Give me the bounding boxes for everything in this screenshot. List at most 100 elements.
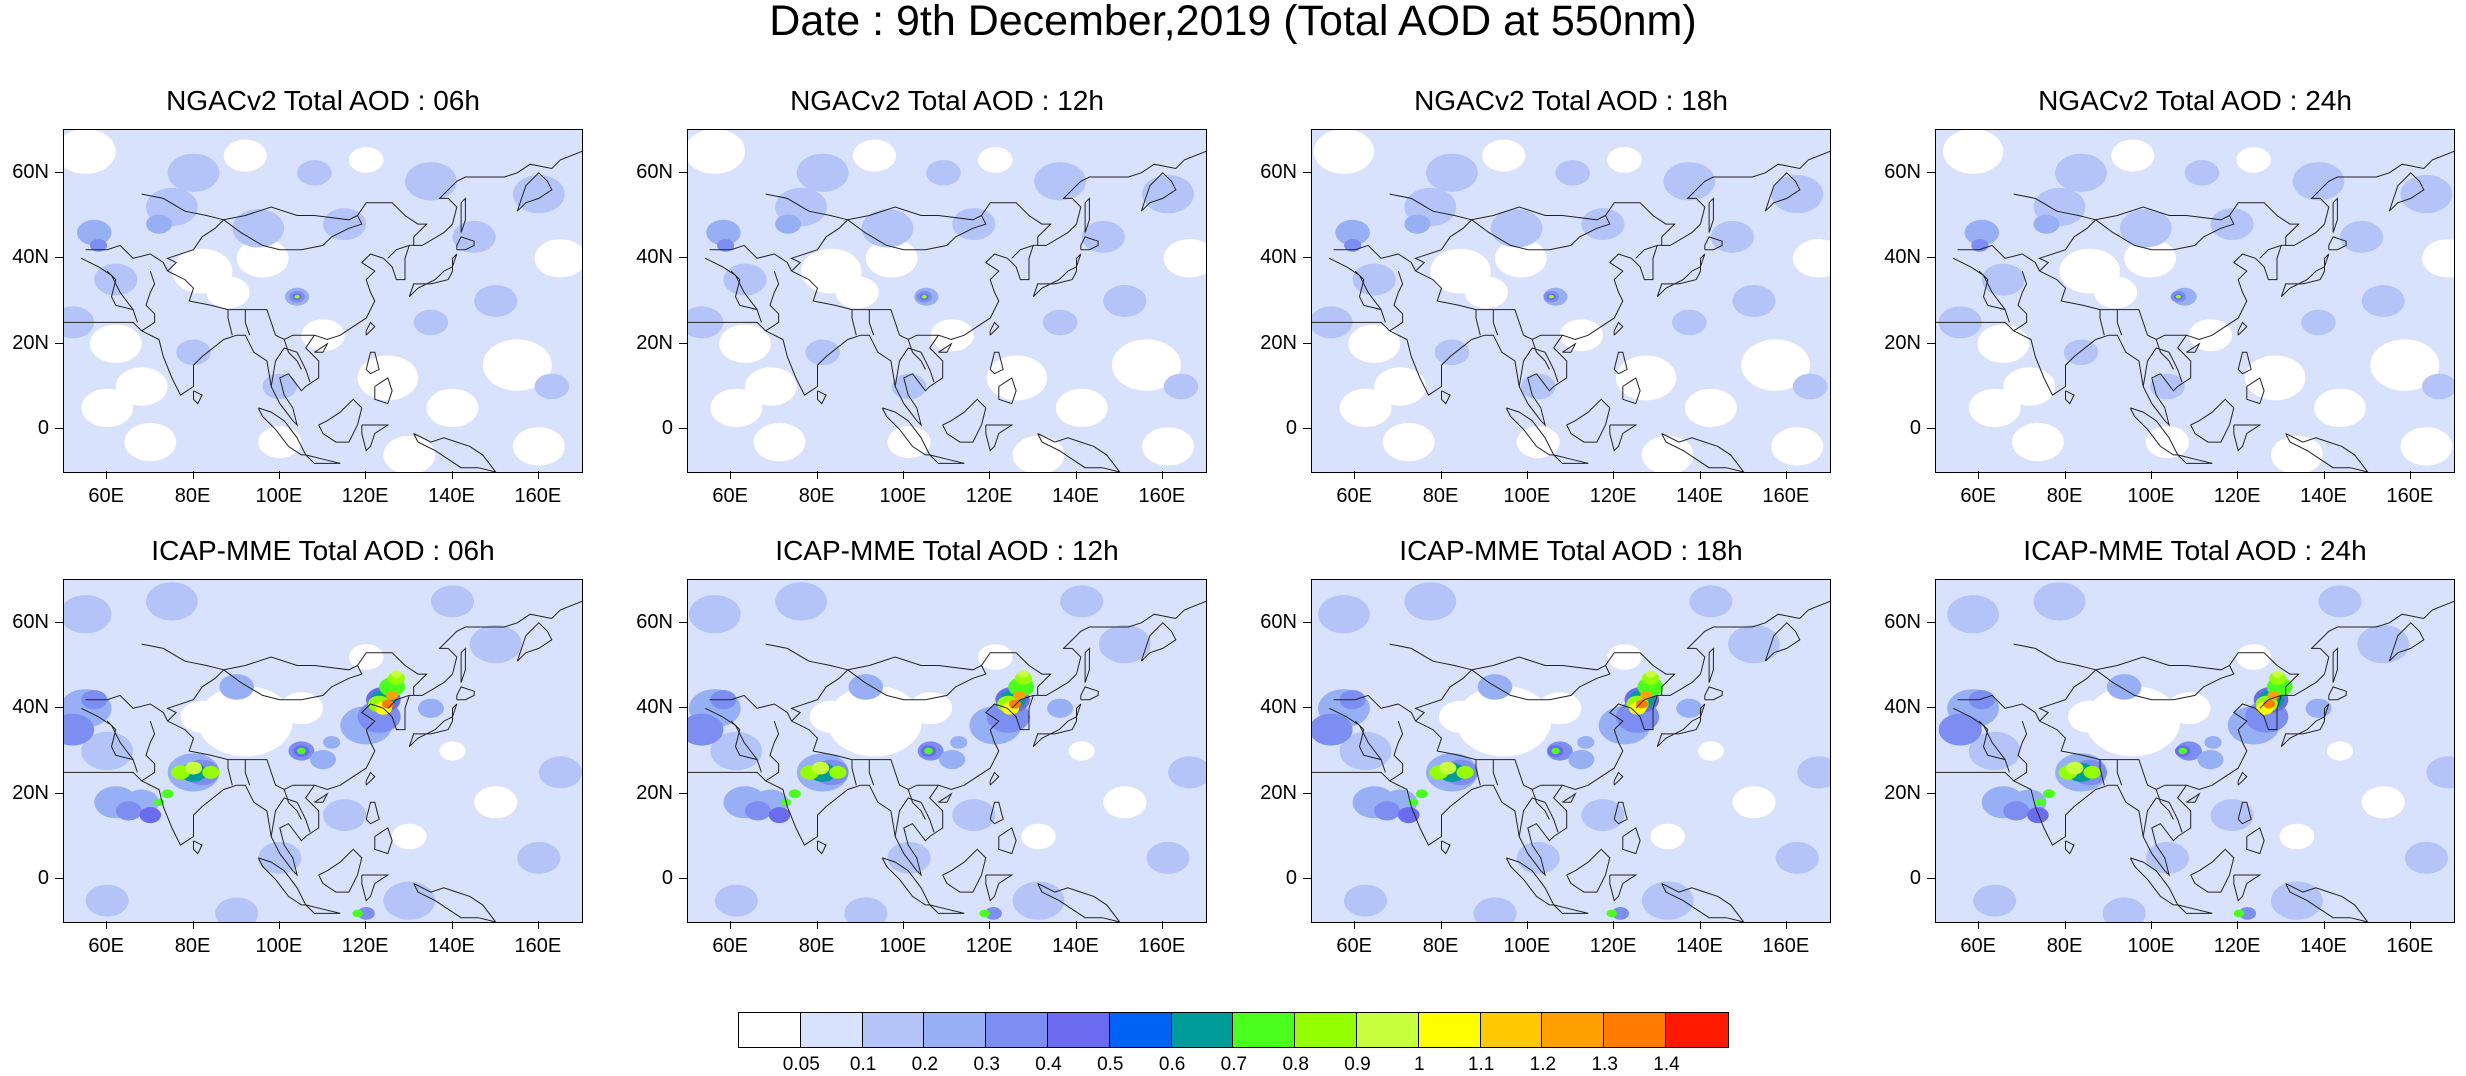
- aod-cell: [223, 139, 267, 172]
- panel-title: NGACv2 Total AOD : 06h: [166, 85, 480, 116]
- colorbar-swatch: [1109, 1013, 1172, 1047]
- aod-cell: [2361, 285, 2405, 317]
- coastline: [374, 377, 393, 405]
- aod-cell: [2083, 766, 2101, 779]
- coastline: [1329, 257, 1382, 310]
- aod-cell: [1098, 624, 1151, 664]
- coastline: [1492, 759, 1499, 786]
- aod-cell: [1348, 324, 1401, 363]
- coastline: [938, 342, 953, 353]
- aod-map: [1312, 582, 1830, 922]
- aod-cell: [482, 339, 552, 391]
- coastline: [1553, 904, 1589, 914]
- coastline: [305, 454, 341, 464]
- lat-tick-label: 40N: [1260, 696, 1297, 719]
- aod-cell: [688, 595, 741, 634]
- colorbar-swatch: [986, 1013, 1048, 1047]
- coastline: [1562, 792, 1577, 803]
- aod-cell: [2204, 736, 2222, 749]
- aod-cell: [64, 130, 116, 174]
- aod-cell: [2233, 909, 2245, 918]
- aod-cell: [2035, 798, 2046, 807]
- lon-tick-label: 60E: [88, 485, 124, 507]
- coastline: [413, 433, 497, 472]
- coastline: [1708, 647, 1714, 683]
- aod-cell: [1312, 713, 1353, 746]
- coastline: [1084, 197, 1090, 233]
- aod-cell: [232, 209, 285, 248]
- lat-tick-label: 60N: [1260, 610, 1297, 633]
- coastline: [709, 694, 793, 722]
- lat-tick-label: 20N: [1260, 781, 1297, 804]
- map-frame: [63, 129, 583, 473]
- aod-cell: [1641, 435, 1694, 472]
- aod-cell: [688, 130, 745, 174]
- coastline: [2280, 253, 2330, 298]
- coastline: [907, 789, 926, 820]
- aod-cell: [775, 582, 827, 621]
- aod-cell: [827, 685, 922, 757]
- aod-cell: [1021, 823, 1056, 850]
- coastline: [2129, 407, 2179, 456]
- lat-tick-mark: [1303, 257, 1311, 259]
- lat-tick-label: 60N: [1884, 160, 1921, 183]
- map-panel: ICAP-MME Total AOD : 18h 60N 40N 20N 0 60E 80E…: [1260, 536, 1831, 1016]
- aod-cell: [2238, 907, 2257, 920]
- aod-cell: [1081, 220, 1125, 253]
- aod-map: [1312, 130, 1830, 472]
- lon-tick-mark: [1785, 471, 1787, 479]
- panel-title: ICAP-MME Total AOD : 06h: [151, 535, 495, 566]
- coastline: [688, 600, 1206, 877]
- coastline: [2099, 759, 2105, 786]
- aod-cell: [2267, 690, 2280, 700]
- coastline: [456, 236, 475, 251]
- coastline: [318, 398, 363, 443]
- aod-cell: [1426, 153, 1478, 192]
- coastline: [141, 193, 358, 221]
- aod-cell: [1495, 239, 1547, 278]
- aod-map: [688, 130, 1206, 472]
- lat-tick-label: 20N: [1260, 331, 1297, 354]
- aod-cell: [829, 766, 847, 779]
- lon-tick-label: 60E: [712, 485, 748, 507]
- lat-tick-mark: [679, 707, 687, 709]
- coastline: [2129, 857, 2179, 906]
- coastline: [516, 622, 553, 662]
- coastlines: [688, 150, 1206, 472]
- colorbar-label: 1.4: [1653, 1054, 1680, 1075]
- lon-tick-label: 80E: [1422, 935, 1459, 957]
- aod-cell: [1168, 756, 1206, 789]
- coastline: [894, 347, 935, 387]
- aod-cell: [2357, 624, 2410, 664]
- coastline: [2190, 848, 2235, 893]
- lon-tick-mark: [2064, 471, 2066, 479]
- coastline: [2065, 840, 2075, 855]
- coastline: [227, 759, 233, 786]
- aod-cell: [167, 153, 220, 192]
- coastline: [1609, 874, 1638, 902]
- lon-tick-mark: [1978, 471, 1980, 479]
- coastline: [2259, 244, 2282, 259]
- aod-cell: [1111, 339, 1181, 391]
- aod-cell: [297, 747, 306, 755]
- map-frame: [1935, 579, 2455, 923]
- aod-cell: [2210, 208, 2254, 241]
- lon-tick-mark: [1354, 471, 1356, 479]
- coastline: [709, 244, 793, 272]
- aod-cell: [348, 644, 384, 670]
- coastline: [881, 857, 931, 906]
- coastline: [166, 652, 428, 722]
- lon-tick-label: 60E: [712, 935, 748, 957]
- lat-tick-mark: [1927, 257, 1935, 259]
- lon-tick-mark: [1613, 921, 1615, 929]
- lat-tick-mark: [1927, 428, 1935, 430]
- aod-cell: [1607, 147, 1642, 173]
- aod-cell: [2404, 841, 2448, 874]
- aod-cell: [297, 160, 332, 186]
- aod-cell: [688, 713, 724, 746]
- lon-tick-label: 80E: [2046, 935, 2083, 957]
- aod-cell: [1012, 881, 1065, 920]
- lon-tick-label: 140E: [428, 935, 475, 957]
- coastline: [1475, 309, 1481, 336]
- lon-tick-label: 100E: [2127, 935, 2175, 957]
